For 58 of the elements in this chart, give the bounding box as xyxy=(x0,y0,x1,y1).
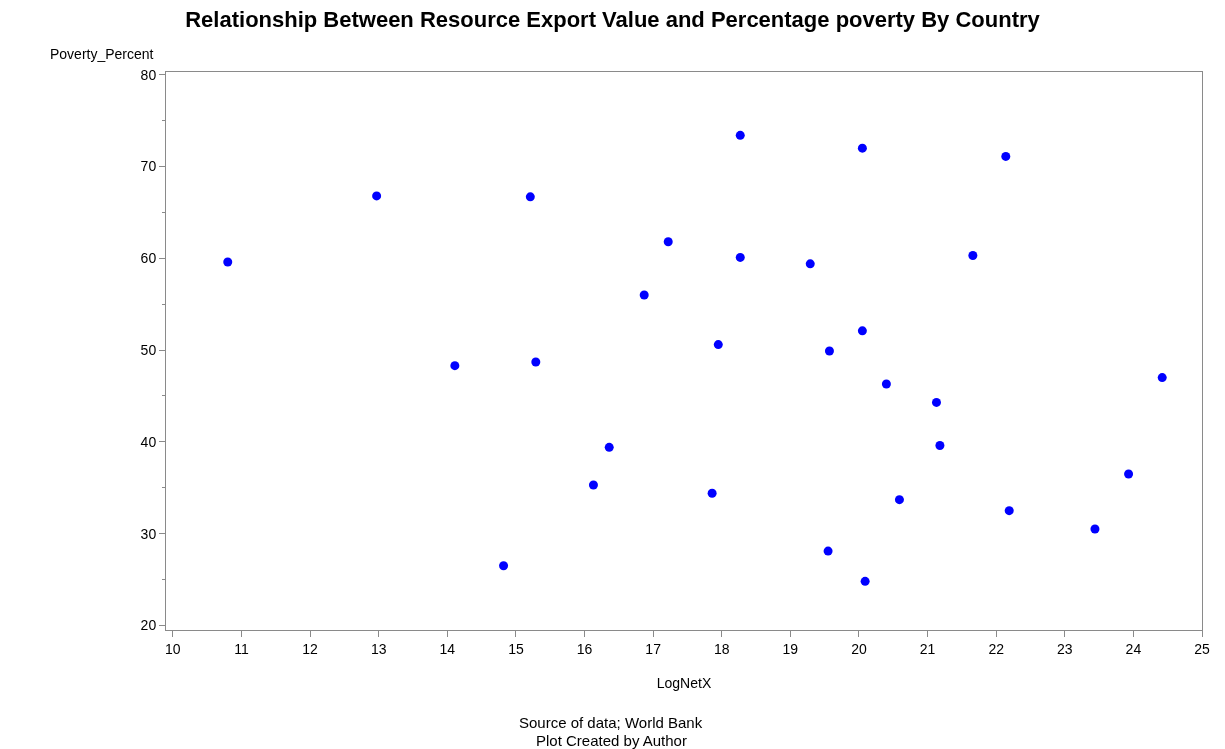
x-tick-label: 11 xyxy=(234,640,249,657)
point xyxy=(499,561,509,571)
x-tick-label: 23 xyxy=(1056,640,1073,657)
point xyxy=(525,192,535,202)
point xyxy=(713,340,723,350)
y-tick-label: 80 xyxy=(140,66,157,83)
x-tick-label: 14 xyxy=(439,640,456,657)
y-axis-title: Poverty_Percent xyxy=(50,46,154,62)
point xyxy=(223,257,233,267)
x-tick-label: 16 xyxy=(576,640,593,657)
point xyxy=(663,237,673,247)
y-tick-label: 70 xyxy=(140,158,157,175)
point xyxy=(735,252,745,262)
x-tick-label: 15 xyxy=(508,640,524,657)
point xyxy=(450,361,460,371)
point xyxy=(857,143,867,153)
point xyxy=(894,495,904,505)
point xyxy=(1157,373,1167,383)
x-tick-label: 18 xyxy=(713,640,730,657)
x-tick-label: 17 xyxy=(645,640,662,657)
point xyxy=(860,576,870,586)
point xyxy=(1090,524,1100,534)
point xyxy=(735,130,745,140)
chart-title: Relationship Between Resource Export Value and Percentage poverty By Country xyxy=(185,6,1041,32)
text: Plot Created by Author xyxy=(536,732,687,749)
point xyxy=(707,488,717,498)
x-tick-label: 12 xyxy=(302,640,319,657)
point xyxy=(824,346,834,356)
point xyxy=(968,251,978,261)
y-tick-label: 20 xyxy=(140,617,157,634)
x-tick-label: 24 xyxy=(1125,640,1142,657)
x-tick-label: 10 xyxy=(165,640,181,657)
y-tick-label: 30 xyxy=(140,525,157,542)
point xyxy=(1124,469,1134,479)
point xyxy=(531,357,541,367)
x-tick-label: 22 xyxy=(988,640,1005,657)
point xyxy=(805,259,815,269)
x-tick-label: 19 xyxy=(782,640,799,657)
source-note: Source of data; World Bank xyxy=(519,714,703,731)
point xyxy=(588,480,598,490)
x-tick-label: 13 xyxy=(370,640,387,657)
y-tick-label: 60 xyxy=(140,250,157,267)
point xyxy=(1004,506,1014,516)
point xyxy=(935,441,945,451)
point xyxy=(857,326,867,336)
x-tick-label: 25 xyxy=(1194,640,1210,657)
point xyxy=(931,397,941,407)
x-tick-label: 21 xyxy=(919,640,936,657)
point xyxy=(881,379,891,389)
y-tick-label: 40 xyxy=(140,433,157,450)
point xyxy=(604,442,614,452)
point xyxy=(823,546,833,556)
point xyxy=(1001,151,1011,161)
point xyxy=(639,290,649,300)
x-axis-title: LogNetX xyxy=(656,675,712,692)
x-tick-label: 20 xyxy=(851,640,867,657)
y-tick-label: 50 xyxy=(140,341,157,358)
point xyxy=(372,191,382,201)
